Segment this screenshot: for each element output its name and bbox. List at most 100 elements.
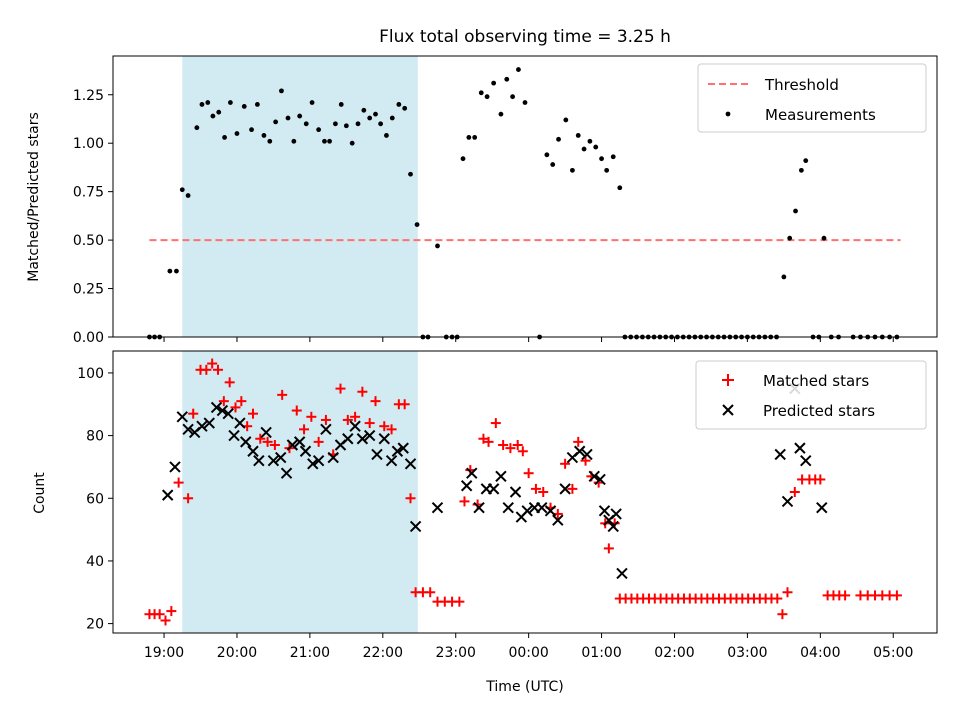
measurement-point	[389, 115, 395, 121]
matched-star-point	[299, 424, 310, 435]
measurement-point	[261, 133, 267, 138]
measurement-point	[575, 133, 581, 138]
predicted-star-point	[521, 505, 533, 517]
measurement-point	[510, 94, 516, 100]
predicted-star-point	[495, 470, 507, 483]
predicted-star-point	[216, 404, 229, 417]
measurement-point	[563, 117, 569, 123]
measurement-point	[466, 134, 472, 140]
measurement-point	[787, 235, 793, 241]
matched-star-point	[183, 493, 194, 504]
matched-star-point	[538, 487, 549, 497]
x-tick-label: 03:00	[727, 645, 767, 661]
predicted-star-point	[307, 458, 319, 470]
measurement-point	[435, 243, 440, 249]
measurement-point	[234, 131, 240, 136]
matched-star-point	[567, 483, 578, 494]
measurement-point	[338, 102, 344, 107]
legend-measurements-label: Measurements	[765, 106, 876, 124]
measurement-point	[273, 119, 279, 125]
measurement-point	[254, 102, 260, 107]
predicted-star-point	[404, 458, 417, 470]
matched-star-point	[350, 411, 361, 422]
matched-star-point	[840, 590, 851, 601]
measurement-point	[544, 152, 550, 158]
matched-star-point	[218, 396, 229, 407]
measurement-point	[781, 274, 787, 280]
bottom-panel: 20 40 60 80 100 19:00 20:00 21:00 22:00 23:00 00:…	[32, 350, 938, 695]
predicted-star-point	[312, 454, 325, 467]
measurement-point	[604, 167, 610, 173]
top-y-axis-label: Matched/Predicted stars	[26, 112, 42, 282]
matched-star-point	[342, 414, 353, 425]
matched-star-point	[573, 436, 584, 447]
matched-star-point	[490, 418, 501, 429]
matched-star-point	[313, 436, 324, 447]
measurement-point	[491, 80, 497, 86]
measurement-point	[556, 136, 561, 142]
measurement-point	[617, 185, 623, 191]
legend-matched-marker	[722, 374, 734, 386]
predicted-star-point	[502, 501, 514, 514]
matched-star-point	[454, 596, 465, 607]
predicted-star-point	[203, 417, 215, 429]
top-x-axis	[163, 337, 894, 342]
matched-star-point	[160, 615, 171, 626]
x-tick-label: 19:00	[144, 645, 184, 661]
x-tick-label: 21:00	[290, 645, 330, 661]
legend-matched-label: Matched stars	[763, 372, 869, 390]
measurement-point	[349, 140, 355, 146]
measurement-point	[205, 100, 211, 105]
top-axes-frame	[112, 55, 938, 338]
measurement-point	[210, 113, 216, 119]
measurement-point	[384, 133, 389, 138]
predicted-star-point	[182, 423, 194, 436]
predicted-star-point	[275, 451, 287, 464]
bottom-legend-box	[695, 360, 927, 430]
measurement-point	[396, 102, 402, 107]
measurement-point	[291, 138, 297, 144]
predicted-star-point	[260, 426, 272, 439]
predicted-star-point	[594, 473, 606, 486]
measurement-point	[343, 123, 349, 129]
predicted-star-point	[391, 445, 404, 457]
predicted-star-point	[536, 501, 548, 514]
x-tick-label: 20:00	[217, 645, 257, 661]
measurement-point	[355, 121, 361, 127]
predicted-star-point	[794, 442, 806, 454]
measurement-point	[361, 107, 367, 113]
top-y-tick-label: 0.75	[73, 185, 104, 201]
matched-star-point	[277, 389, 288, 400]
matched-star-point	[207, 358, 218, 369]
matched-star-point	[425, 587, 436, 598]
matched-star-point	[560, 458, 571, 469]
predicted-star-point	[363, 429, 376, 442]
measurement-point	[303, 121, 309, 127]
legend-threshold-label: Threshold	[764, 76, 839, 94]
top-shaded-span	[182, 56, 418, 337]
measurement-point	[279, 88, 284, 94]
measurement-point	[516, 67, 521, 72]
measurement-point	[581, 146, 587, 152]
predicted-star-point	[460, 480, 473, 492]
measurement-point	[599, 156, 604, 162]
top-y-tick-label: 0.00	[73, 330, 104, 346]
predicted-star-point	[371, 448, 383, 461]
x-tick-label: 04:00	[800, 645, 840, 661]
matched-star-point	[772, 593, 783, 604]
top-shaded-region	[182, 56, 418, 337]
x-tick-label: 22:00	[363, 645, 403, 661]
measurement-point	[472, 134, 478, 140]
matched-star-point	[379, 421, 390, 432]
predicted-star-point	[409, 520, 422, 533]
predicted-star-point	[559, 483, 571, 495]
matched-star-point	[789, 487, 800, 497]
measurement-point	[216, 109, 222, 115]
matched-star-point	[320, 414, 331, 425]
predicted-star-point	[573, 445, 586, 457]
predicted-star-point	[816, 501, 828, 514]
predicted-star-point	[161, 489, 174, 501]
measurement-point	[821, 235, 827, 241]
predicted-star-point	[378, 433, 390, 445]
